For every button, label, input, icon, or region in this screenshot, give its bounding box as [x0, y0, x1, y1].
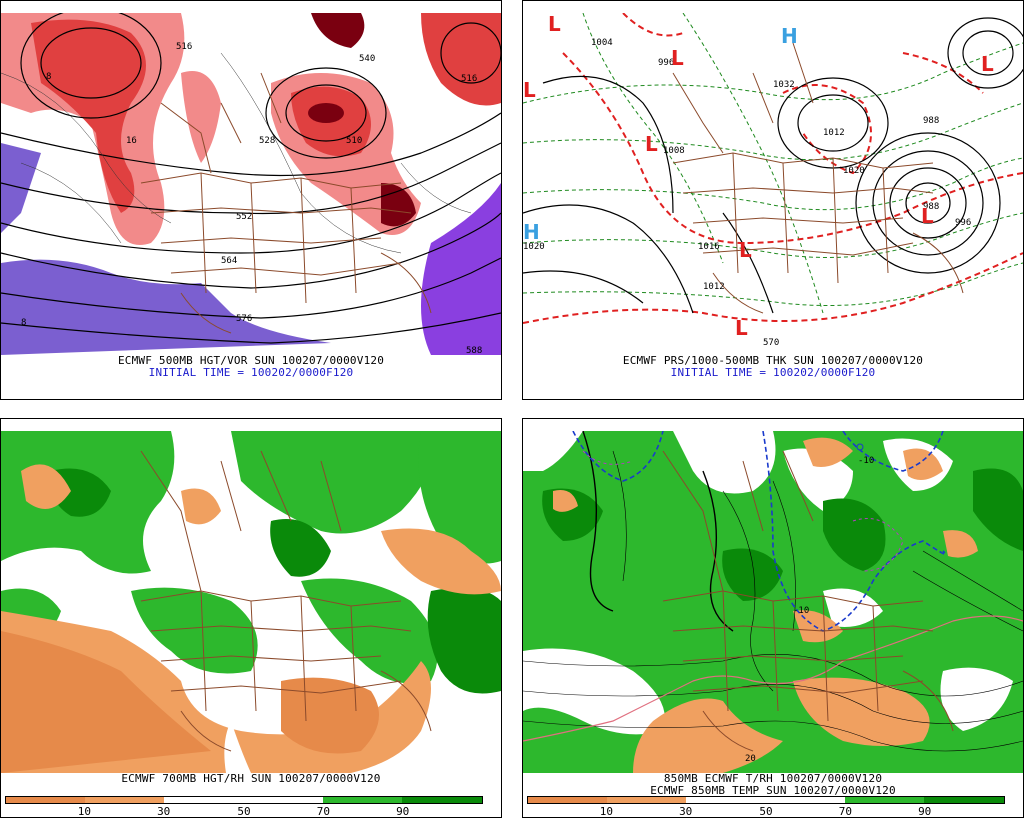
map-prs-thk: 1004 996 1008 1032 1012 1020 988 996 101… [523, 13, 1023, 355]
caption-initial-time: INITIAL TIME = 100202/0000F120 [148, 366, 354, 379]
svg-text:1004: 1004 [591, 38, 613, 48]
caption-main: ECMWF PRS/1000-500MB THK SUN 100207/0000… [622, 354, 924, 367]
tick-label: 10 [77, 805, 91, 818]
svg-text:8: 8 [21, 318, 26, 328]
caption-main: ECMWF 500MB HGT/VOR SUN 100207/0000V120 [117, 354, 385, 367]
svg-text:16: 16 [126, 136, 137, 146]
svg-text:510: 510 [346, 136, 362, 146]
svg-text:20: 20 [745, 754, 756, 764]
caption-secondary: ECMWF 850MB TEMP SUN 100207/0000V120 [650, 784, 896, 797]
colorbar-ticks: 10 30 50 70 90 [527, 805, 1005, 817]
tick-label: 90 [396, 805, 410, 818]
svg-text:988: 988 [923, 202, 939, 212]
svg-text:L: L [739, 238, 752, 262]
svg-text:1012: 1012 [703, 282, 725, 292]
svg-text:540: 540 [359, 54, 375, 64]
svg-text:564: 564 [221, 256, 237, 266]
svg-text:996: 996 [955, 218, 971, 228]
tick-label: 50 [759, 805, 773, 818]
svg-text:1012: 1012 [823, 128, 845, 138]
rh-colorbar [5, 796, 483, 804]
caption-main: ECMWF 700MB HGT/RH SUN 100207/0000V120 [121, 772, 381, 785]
svg-text:516: 516 [461, 74, 477, 84]
svg-text:996: 996 [658, 58, 674, 68]
svg-text:-10: -10 [858, 456, 874, 466]
svg-text:576: 576 [236, 314, 252, 324]
svg-text:570: 570 [763, 338, 779, 348]
svg-text:1032: 1032 [773, 80, 795, 90]
svg-text:L: L [671, 46, 684, 70]
svg-text:L: L [981, 52, 994, 76]
svg-text:L: L [735, 316, 748, 340]
svg-text:H: H [781, 24, 798, 48]
svg-text:L: L [645, 132, 658, 156]
tick-label: 70 [838, 805, 852, 818]
map-500mb: 516 528 540 552 564 576 588 516 510 8 16… [1, 13, 501, 355]
map-850mb: -10 -10 20 [523, 431, 1023, 773]
svg-text:516: 516 [176, 42, 192, 52]
svg-text:H: H [523, 220, 540, 244]
panel-500mb-hgt-vor: 516 528 540 552 564 576 588 516 510 8 16… [0, 0, 502, 400]
svg-text:-10: -10 [793, 606, 809, 616]
svg-text:1008: 1008 [663, 146, 685, 156]
colorbar-ticks: 10 30 50 70 90 [5, 805, 483, 817]
panel-prs-1000-500mb-thk: 1004 996 1008 1032 1012 1020 988 996 101… [522, 0, 1024, 400]
svg-text:528: 528 [259, 136, 275, 146]
panel-850mb-t-rh: -10 -10 20 850MB ECMWF T/RH 100207/0000V… [522, 418, 1024, 818]
tick-label: 10 [599, 805, 613, 818]
caption-initial-time: INITIAL TIME = 100202/0000F120 [670, 366, 876, 379]
svg-text:1020: 1020 [843, 166, 865, 176]
rh-colorbar [527, 796, 1005, 804]
panel-700mb-hgt-rh: ECMWF 700MB HGT/RH SUN 100207/0000V120 1… [0, 418, 502, 818]
svg-text:L: L [921, 204, 934, 228]
map-700mb [1, 431, 501, 773]
tick-label: 70 [316, 805, 330, 818]
tick-label: 90 [918, 805, 932, 818]
svg-text:988: 988 [923, 116, 939, 126]
svg-text:8: 8 [46, 72, 51, 82]
svg-text:1020: 1020 [523, 242, 545, 252]
svg-text:552: 552 [236, 212, 252, 222]
svg-text:L: L [523, 78, 536, 102]
tick-label: 30 [157, 805, 171, 818]
svg-text:L: L [548, 13, 561, 36]
svg-text:1016: 1016 [698, 242, 720, 252]
tick-label: 30 [679, 805, 693, 818]
svg-text:588: 588 [466, 346, 482, 355]
tick-label: 50 [237, 805, 251, 818]
caption-main: 850MB ECMWF T/RH 100207/0000V120 [663, 772, 883, 785]
